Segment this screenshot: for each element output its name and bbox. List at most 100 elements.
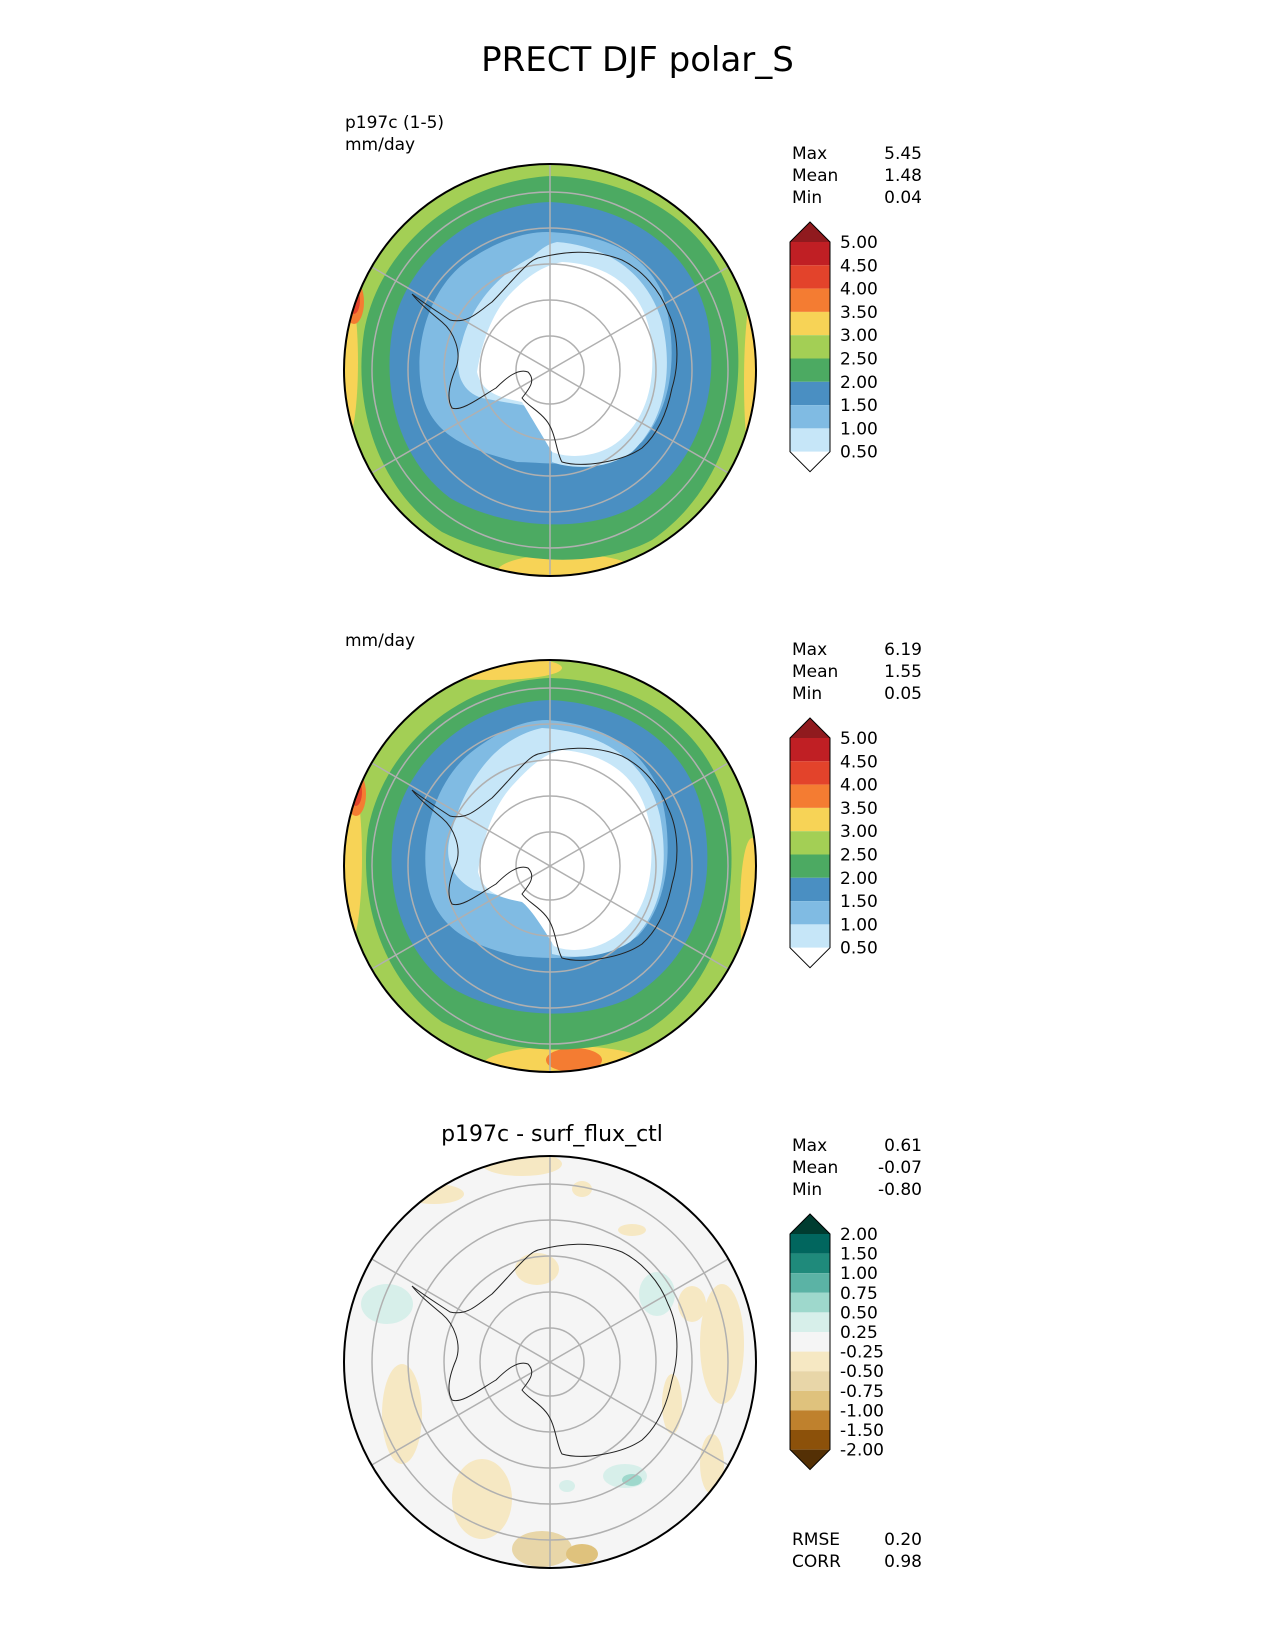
colorbar-tick-label: 0.75 xyxy=(840,1284,878,1304)
map-boundary xyxy=(343,1155,757,1569)
colorbar-outline xyxy=(789,717,831,969)
colorbar-segment xyxy=(790,784,830,808)
colorbar-segment xyxy=(790,761,830,785)
map-gridlines xyxy=(369,1156,731,1568)
colorbar-tick-label: -0.75 xyxy=(840,1382,884,1402)
colorbar-tick-label: -0.25 xyxy=(840,1343,884,1363)
panel-3-metric-corr: CORR 0.98 xyxy=(792,1552,922,1572)
diff-blob-neg xyxy=(618,1224,646,1236)
colorbar-extend-bottom xyxy=(790,1449,830,1470)
diff-blob-neg xyxy=(700,1284,744,1404)
panel-2-polar-map xyxy=(343,659,757,1073)
colorbar-tick-label: 2.00 xyxy=(840,1225,878,1245)
colorbar-tick-label: 0.25 xyxy=(840,1323,878,1343)
panel-1-stat-max: Max 5.45 xyxy=(792,144,922,164)
colorbar-tick-label: 2.00 xyxy=(840,869,878,889)
colorbar-tick-label: 5.00 xyxy=(840,729,878,749)
panel-2-colorbar: 0.50 1.00 1.50 2.00 2.50 3.00 3.50 4.00 4.50 5.00 xyxy=(789,717,878,969)
colorbar-segment xyxy=(790,831,830,855)
colorbar-tick-label: 1.50 xyxy=(840,1245,878,1265)
colorbar-tick-label: 3.50 xyxy=(840,303,878,323)
colorbar-segment xyxy=(790,335,830,359)
colorbar-tick-label: 4.00 xyxy=(840,280,878,300)
colorbar-tick-label: 0.50 xyxy=(840,443,878,463)
panel-1-colorbar: 0.50 1.00 1.50 2.00 2.50 3.00 3.50 4.00 4.50 5.00 xyxy=(789,221,878,473)
map-gridlines xyxy=(369,660,731,1072)
colorbar-tick-label: 5.00 xyxy=(840,233,878,253)
colorbar-segment xyxy=(790,1292,830,1313)
colorbar-tick-label: 4.00 xyxy=(840,776,878,796)
colorbar-tick-label: 3.00 xyxy=(840,822,878,842)
diff-blob-neg xyxy=(382,1364,422,1464)
colorbar-segment xyxy=(790,1253,830,1274)
panel-1-units: mm/day xyxy=(345,135,416,155)
colorbar-tick-label: 2.50 xyxy=(840,350,878,370)
panel-3-colorbar: -2.00-1.50-1.00-0.75-0.50-0.250.250.500.… xyxy=(789,1213,884,1471)
panel-2-stat-mean: Mean 1.55 xyxy=(792,662,922,682)
colorbar-tick-label: 1.00 xyxy=(840,1264,878,1284)
panel-3-stat-max: Max 0.61 xyxy=(792,1136,922,1156)
colorbar-segment xyxy=(790,807,830,832)
diff-blob-pos xyxy=(639,1272,675,1316)
diff-blob-neg xyxy=(566,1544,598,1564)
colorbar-outline xyxy=(789,1213,831,1471)
colorbar-segment xyxy=(790,877,830,902)
colorbar-segment xyxy=(790,924,830,948)
colorbar-segment xyxy=(790,405,830,429)
panel-3-title: p197c - surf_flux_ctl xyxy=(441,1122,663,1147)
panel-1-title: p197c (1-5) xyxy=(345,113,445,133)
diff-blob-pos xyxy=(559,1480,575,1492)
panel-1-polar-map xyxy=(343,163,757,577)
diff-blob-neg xyxy=(662,1374,682,1434)
colorbar-segment xyxy=(790,242,830,266)
panel-3-stat-min: Min -0.80 xyxy=(792,1180,922,1200)
map-band-east-yellow xyxy=(744,292,756,472)
diff-blob-pos xyxy=(361,1284,413,1324)
panel-2-stat-max: Max 6.19 xyxy=(792,640,922,660)
colorbar-tick-label: 1.50 xyxy=(840,396,878,416)
map-gridlines xyxy=(369,164,731,576)
panel-3-metric-rmse: RMSE 0.20 xyxy=(792,1530,922,1550)
colorbar-tick-label: 4.50 xyxy=(840,752,878,772)
diff-blob-neg xyxy=(512,1531,572,1567)
panel-3-polar-map xyxy=(343,1155,757,1569)
colorbar-segment xyxy=(790,1234,830,1254)
panel-2-units: mm/day xyxy=(345,631,416,651)
panel-1-stat-min: Min 0.04 xyxy=(792,188,922,208)
panel-3-stat-mean: Mean -0.07 xyxy=(792,1158,922,1178)
diff-blob-neg xyxy=(700,1434,724,1494)
colorbar-tick-label: 1.00 xyxy=(840,419,878,439)
diff-blob-pos xyxy=(622,1474,642,1486)
colorbar-outline xyxy=(789,221,831,473)
colorbar-tick-label: 3.50 xyxy=(840,799,878,819)
colorbar-tick-label: -1.00 xyxy=(840,1401,884,1421)
diff-blob-neg xyxy=(678,1286,706,1322)
colorbar-tick-label: 2.50 xyxy=(840,846,878,866)
colorbar-extend-top xyxy=(790,718,830,738)
colorbar-segment xyxy=(790,901,830,925)
colorbar-tick-label: 1.50 xyxy=(840,892,878,912)
colorbar-tick-label: 2.00 xyxy=(840,373,878,393)
antarctica-coastline xyxy=(411,747,678,961)
colorbar-segment xyxy=(790,1312,830,1332)
colorbar-extend-top xyxy=(790,222,830,242)
colorbar-extend-top xyxy=(790,1214,830,1234)
antarctica-coastline xyxy=(411,1243,678,1457)
colorbar-segment xyxy=(790,1371,830,1391)
colorbar-tick-label: -1.50 xyxy=(840,1421,884,1441)
colorbar-segment xyxy=(790,738,830,762)
colorbar-segment xyxy=(790,854,830,878)
panel-2-stat-min: Min 0.05 xyxy=(792,684,922,704)
colorbar-tick-label: 4.50 xyxy=(840,256,878,276)
colorbar-extend-bottom xyxy=(790,947,830,968)
map-boundary xyxy=(343,659,757,1073)
colorbar-segment xyxy=(790,428,830,452)
diff-blob-neg xyxy=(515,1253,559,1285)
colorbar-tick-label: -0.50 xyxy=(840,1362,884,1382)
colorbar-segment xyxy=(790,1430,830,1450)
colorbar-segment xyxy=(790,1332,830,1352)
map-hotspot-red xyxy=(350,778,362,806)
colorbar-segment xyxy=(790,288,830,312)
diff-blob-neg xyxy=(404,1184,464,1204)
colorbar-segment xyxy=(790,1273,830,1293)
